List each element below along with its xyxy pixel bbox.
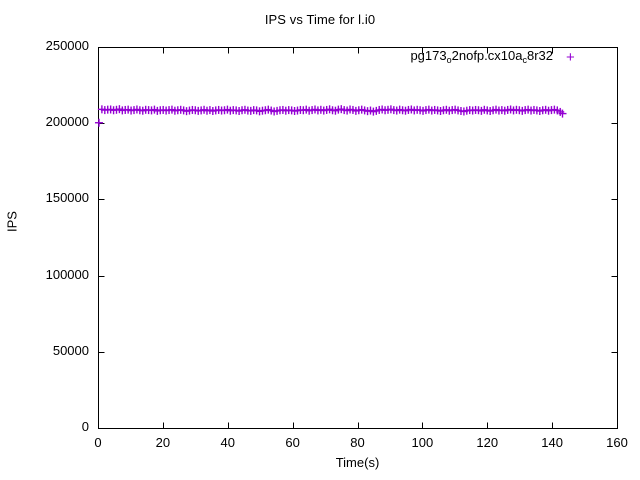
data-series bbox=[94, 105, 567, 127]
x-tick-label: 120 bbox=[476, 435, 499, 450]
x-tick-label: 160 bbox=[606, 435, 628, 450]
legend-marker-plus-icon: + bbox=[566, 49, 575, 66]
x-tick-label: 100 bbox=[411, 435, 434, 450]
y-tick-label: 0 bbox=[81, 419, 89, 434]
plot-border bbox=[98, 47, 618, 429]
x-tick-label: 40 bbox=[220, 435, 235, 450]
y-tick-label: 200000 bbox=[45, 114, 89, 130]
x-tick-label: 60 bbox=[285, 435, 300, 450]
y-tick-label: 100000 bbox=[45, 266, 89, 282]
x-tick-label: 0 bbox=[94, 435, 102, 450]
y-tick-label: 250000 bbox=[45, 38, 89, 53]
x-tick-label: 80 bbox=[350, 435, 365, 450]
legend-series-label: pg173o2nofp.cx10ac8r32 bbox=[410, 48, 553, 65]
x-tick-label: 20 bbox=[155, 435, 171, 450]
chart-title: IPS vs Time for l.i0 bbox=[264, 12, 376, 27]
y-tick-label: 150000 bbox=[45, 190, 89, 206]
x-axis-label: Time(s) bbox=[335, 455, 380, 470]
x-tick-label: 140 bbox=[541, 435, 563, 450]
y-tick-label: 50000 bbox=[52, 342, 89, 358]
